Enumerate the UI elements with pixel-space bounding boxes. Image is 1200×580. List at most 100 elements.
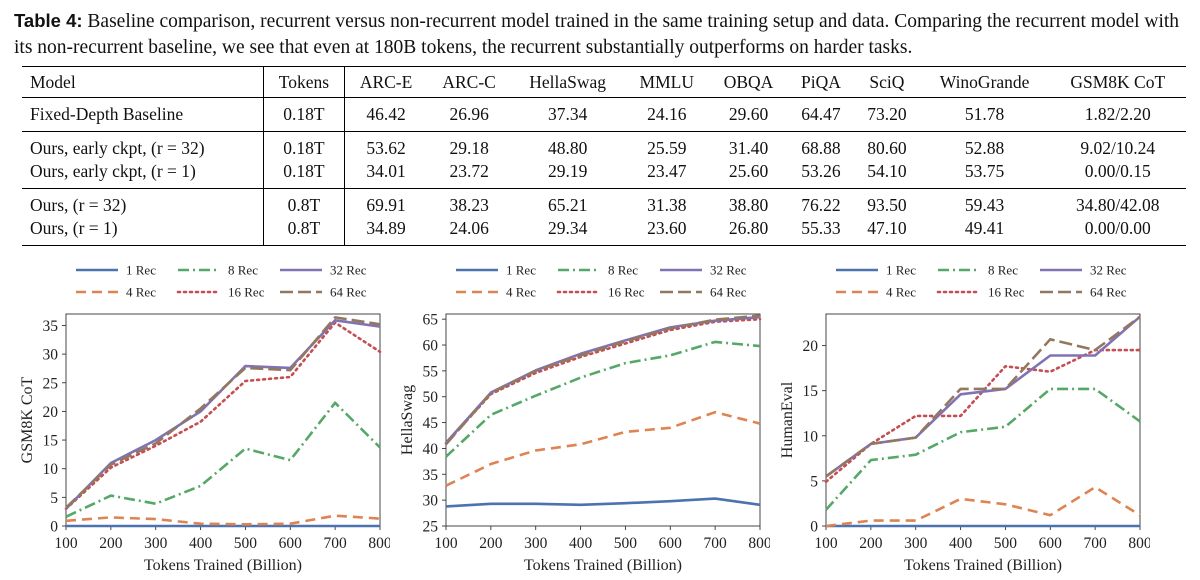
cell-sciq: 80.60: [867, 138, 907, 158]
cell-hellaswag: 29.34: [547, 218, 588, 238]
header-arc-e: ARC-E: [359, 72, 413, 92]
header-sciq: SciQ: [869, 72, 905, 92]
cell-hellaswag: 29.19: [547, 161, 588, 181]
legend-label-16-rec: 16 Rec: [608, 285, 645, 300]
x-axis-label: Tokens Trained (Billion): [904, 557, 1062, 574]
legend-label-4-rec: 4 Rec: [506, 285, 536, 300]
y-tick-label: 0: [810, 519, 818, 536]
y-tick-label: 25: [43, 375, 59, 392]
x-tick-label: 500: [614, 535, 638, 552]
x-tick-label: 300: [904, 535, 928, 552]
plot-frame: [825, 313, 1141, 527]
legend-label-1-rec: 1 Rec: [506, 263, 536, 278]
y-tick-label: 25: [423, 519, 439, 536]
legend-label-32-rec: 32 Rec: [1090, 263, 1127, 278]
x-tick-label: 600: [1039, 535, 1063, 552]
y-tick-label: 0: [50, 519, 58, 536]
series-line-64-rec: [825, 315, 1141, 478]
cell-arc-e: 69.91: [366, 195, 406, 215]
humaneval-chart: 100 200 300 400 500 600 700 800 0 5 10 15 20 Tokens T…: [779, 263, 1150, 575]
y-tick-label: 10: [803, 428, 819, 445]
x-axis-label: Tokens Trained (Billion): [524, 557, 682, 574]
cell-gsm8k-cot: 0.00/0.00: [1084, 218, 1151, 238]
hellaswag-chart: 100 200 300 400 500 600 700 800 25 30 35 40 45 50 55 60…: [399, 263, 770, 575]
y-tick-label: 65: [423, 312, 439, 329]
cell-model: Ours, (r = 32): [22, 188, 264, 217]
legend-label-16-rec: 16 Rec: [228, 285, 265, 300]
cell-piqa: 76.22: [801, 195, 841, 215]
header-hellaswag: HellaSwag: [529, 72, 607, 92]
header-arc-c: ARC-C: [442, 72, 496, 92]
legend-label-32-rec: 32 Rec: [710, 263, 747, 278]
cell-mmlu: 23.60: [647, 218, 687, 238]
legend-label-8-rec: 8 Rec: [228, 263, 258, 278]
x-tick-label: 200: [99, 535, 123, 552]
cell-obqa: 31.40: [728, 138, 769, 158]
table-row: Fixed-Depth Baseline 0.18T 46.42 26.96 3…: [22, 97, 1186, 132]
cell-hellaswag: 48.80: [547, 138, 588, 158]
cell-tokens: 0.8T: [263, 188, 345, 217]
cell-tokens: 0.18T: [263, 97, 345, 132]
cell-mmlu: 25.59: [647, 138, 687, 158]
series-line-16-rec: [824, 348, 1142, 484]
x-tick-label: 200: [859, 535, 883, 552]
cell-piqa: 68.88: [801, 138, 841, 158]
x-tick-label: 700: [704, 535, 728, 552]
header-model: Model: [22, 66, 264, 98]
cell-piqa: 53.26: [801, 161, 841, 181]
header-piqa: PiQA: [801, 72, 841, 92]
x-tick-label: 700: [324, 535, 348, 552]
caption-text: Baseline comparison, recurrent versus no…: [14, 11, 1180, 58]
x-tick-label: 100: [814, 535, 838, 552]
cell-mmlu: 24.16: [647, 104, 687, 124]
y-tick-label: 45: [423, 415, 439, 432]
table-row: Ours, early ckpt, (r = 32) 0.18T 53.62 2…: [22, 131, 1186, 160]
series-line-8-rec: [65, 401, 381, 518]
y-tick-label: 35: [43, 318, 59, 335]
y-tick-label: 20: [803, 338, 819, 355]
series-line-4-rec: [825, 485, 1141, 528]
cell-obqa: 38.80: [728, 195, 769, 215]
table-row: Ours, (r = 32) 0.8T 69.91 38.23 65.21 31…: [22, 188, 1186, 217]
y-tick-label: 30: [43, 347, 59, 364]
x-axis-label: Tokens Trained (Billion): [144, 557, 302, 574]
y-tick-label: 60: [423, 338, 439, 355]
cell-arc-e: 53.62: [366, 138, 406, 158]
legend-label-4-rec: 4 Rec: [886, 285, 916, 300]
table-row: Ours, early ckpt, (r = 1) 0.18T 34.01 23…: [22, 160, 1186, 189]
y-tick-label: 15: [43, 433, 59, 450]
y-tick-label: 10: [43, 461, 59, 478]
table-caption: Table 4: Baseline comparison, recurrent …: [14, 8, 1189, 61]
series-line-4-rec: [65, 514, 381, 526]
x-tick-label: 400: [189, 535, 213, 552]
cell-gsm8k-cot: 0.00/0.15: [1084, 161, 1151, 181]
plot-frame: [65, 313, 381, 527]
x-tick-label: 100: [54, 535, 78, 552]
cell-gsm8k-cot: 34.80/42.08: [1075, 195, 1160, 215]
cell-model: Ours, early ckpt, (r = 32): [22, 131, 264, 160]
y-axis-label: GSM8K CoT: [19, 376, 36, 463]
legend-label-4-rec: 4 Rec: [126, 285, 156, 300]
cell-winogrande: 49.41: [964, 218, 1005, 238]
series-line-64-rec: [445, 314, 761, 446]
series-line-8-rec: [445, 340, 761, 458]
cell-winogrande: 52.88: [964, 138, 1005, 158]
cell-arc-e: 46.42: [366, 104, 406, 124]
cell-hellaswag: 65.21: [547, 195, 588, 215]
cell-winogrande: 53.75: [964, 161, 1005, 181]
cell-arc-e: 34.01: [366, 161, 406, 181]
cell-model: Fixed-Depth Baseline: [22, 97, 264, 132]
cell-gsm8k-cot: 1.82/2.20: [1084, 104, 1151, 124]
cell-tokens: 0.18T: [263, 160, 345, 189]
caption-label: Table 4:: [14, 10, 83, 31]
legend-label-64-rec: 64 Rec: [710, 285, 747, 300]
cell-hellaswag: 37.34: [547, 104, 588, 124]
x-tick-label: 600: [279, 535, 303, 552]
x-tick-label: 800: [748, 535, 770, 552]
legend-label-1-rec: 1 Rec: [126, 263, 156, 278]
legend-label-64-rec: 64 Rec: [1090, 285, 1127, 300]
x-tick-label: 700: [1084, 535, 1108, 552]
x-tick-label: 100: [434, 535, 458, 552]
x-tick-label: 500: [994, 535, 1018, 552]
x-tick-label: 400: [949, 535, 973, 552]
